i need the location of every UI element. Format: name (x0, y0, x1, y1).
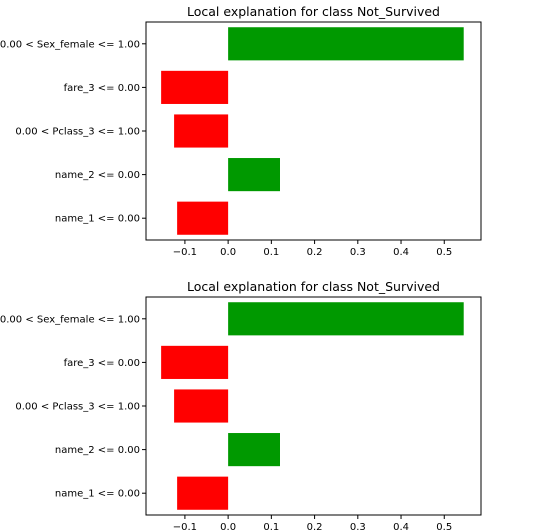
axes-frame (145, 21, 482, 241)
y-tick-label: 0.00 < Sex_female <= 1.00 (0, 39, 140, 50)
x-tick-label: −0.1 (173, 247, 197, 258)
chart-bottom: Local explanation for class Not_Survived… (0, 279, 482, 531)
bar (228, 433, 280, 467)
x-tick-label: 0.4 (393, 247, 409, 258)
x-tick-label: 0.0 (220, 522, 236, 531)
chart-top: Local explanation for class Not_Survived… (0, 4, 482, 258)
x-tick-label: 0.2 (307, 522, 323, 531)
x-tick-label: 0.3 (350, 247, 366, 258)
x-tick-label: 0.5 (436, 247, 452, 258)
bar (177, 476, 229, 510)
y-tick-label: name_1 <= 0.00 (55, 214, 140, 225)
bar (174, 389, 229, 423)
x-tick-label: 0.4 (393, 522, 409, 531)
bar (228, 27, 464, 61)
x-tick-label: 0.5 (436, 522, 452, 531)
x-tick-label: 0.1 (263, 522, 279, 531)
x-tick-label: 0.3 (350, 522, 366, 531)
y-tick-label: name_2 <= 0.00 (55, 445, 140, 456)
bar (228, 158, 280, 192)
x-tick-label: −0.1 (173, 522, 197, 531)
chart-title: Local explanation for class Not_Survived (187, 279, 440, 294)
x-tick-label: 0.2 (307, 247, 323, 258)
axes-frame (145, 296, 482, 516)
y-tick-label: name_2 <= 0.00 (55, 170, 140, 181)
chart-title: Local explanation for class Not_Survived (187, 4, 440, 19)
bar (174, 114, 229, 148)
x-tick-label: 0.0 (220, 247, 236, 258)
bar (177, 201, 229, 235)
y-tick-label: 0.00 < Pclass_3 <= 1.00 (15, 402, 140, 413)
y-tick-label: 0.00 < Sex_female <= 1.00 (0, 314, 140, 325)
y-tick-label: fare_3 <= 0.00 (64, 358, 140, 369)
y-tick-label: name_1 <= 0.00 (55, 489, 140, 500)
y-tick-label: fare_3 <= 0.00 (64, 83, 140, 94)
x-tick-label: 0.1 (263, 247, 279, 258)
bar (161, 345, 229, 379)
bar (228, 302, 464, 336)
y-tick-label: 0.00 < Pclass_3 <= 1.00 (15, 127, 140, 138)
bar (161, 70, 229, 104)
